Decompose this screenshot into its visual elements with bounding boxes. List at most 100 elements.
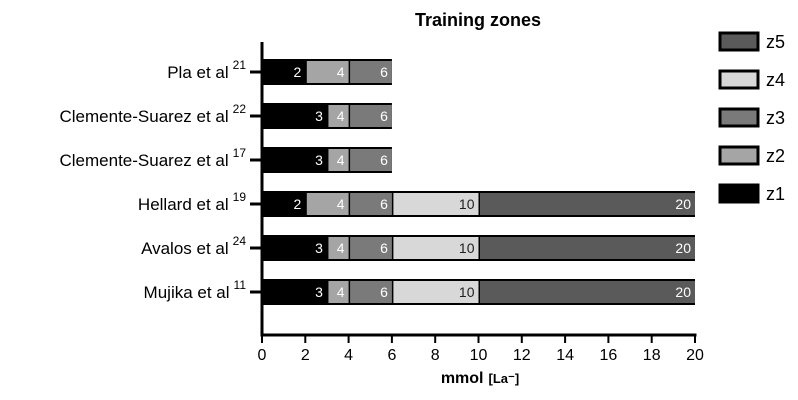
category-ref: 11 xyxy=(234,278,247,292)
x-axis-unit: [La⁻] xyxy=(488,371,519,386)
bar-value-label: 6 xyxy=(380,240,388,256)
bar-row: 3 4 6 10 20 xyxy=(262,235,695,261)
bar-segment-z3 xyxy=(350,61,392,83)
bar-segment-z1 xyxy=(262,149,327,171)
x-tick-label: 16 xyxy=(600,347,618,364)
bar-segment-z3 xyxy=(350,105,392,127)
bar-value-label: 20 xyxy=(675,196,691,212)
bar-value-label: 20 xyxy=(675,284,691,300)
bar-segment-z2 xyxy=(328,281,349,303)
bar-segment-z3 xyxy=(350,149,392,171)
bar-segment-z2 xyxy=(328,105,349,127)
bar-value-label: 3 xyxy=(315,284,323,300)
legend-swatch xyxy=(718,31,760,52)
legend-item-z4: z4 xyxy=(718,69,785,90)
bar-value-label: 2 xyxy=(294,196,302,212)
x-axis-label: mmol xyxy=(441,370,484,387)
legend-label: z4 xyxy=(766,70,785,90)
bar-value-label: 6 xyxy=(380,152,388,168)
bar-value-label: 4 xyxy=(337,196,345,212)
x-tick-label: 4 xyxy=(344,347,353,364)
category-ref: 22 xyxy=(233,102,247,116)
category-name: Clemente-Suarez et al xyxy=(60,151,229,170)
x-tick-label: 6 xyxy=(387,347,396,364)
bar-segment-z5 xyxy=(480,281,695,303)
legend-label: z3 xyxy=(766,108,785,128)
legend-swatch xyxy=(718,183,760,204)
category-ref: 24 xyxy=(233,234,247,248)
bar-segment-z3 xyxy=(350,237,392,259)
legend-item-z3: z3 xyxy=(718,107,785,128)
category-name: Pla et al xyxy=(167,63,228,82)
legend-swatch xyxy=(718,145,760,166)
bar-value-label: 2 xyxy=(294,64,302,80)
legend-swatch xyxy=(718,107,760,128)
bar-segment-z1 xyxy=(262,61,306,83)
x-tick-label: 18 xyxy=(643,347,661,364)
legend-swatch xyxy=(718,69,760,90)
x-tick-label: 12 xyxy=(513,347,531,364)
x-axis: 0 2 4 6 8 10 12 14 16 18 20 xyxy=(258,333,704,364)
category-name: Clemente-Suarez et al xyxy=(60,107,229,126)
bar-segment-z3 xyxy=(350,193,392,215)
bar-segment-z5 xyxy=(480,193,695,215)
bar-segment-z1 xyxy=(262,193,306,215)
legend-item-z5: z5 xyxy=(718,31,785,52)
bar-value-label: 4 xyxy=(337,64,345,80)
category-label: Pla et al 21 xyxy=(167,58,246,82)
x-tick-label: 0 xyxy=(258,347,267,364)
bar-segment-z4 xyxy=(393,237,479,259)
category-label: Mujika et al 11 xyxy=(144,278,247,302)
category-label: Hellard et al 19 xyxy=(138,190,246,214)
chart-title: Training zones xyxy=(415,10,541,30)
bar-segment-z3 xyxy=(350,281,392,303)
legend-label: z5 xyxy=(766,32,785,52)
legend-label: z2 xyxy=(766,146,785,166)
x-tick-label: 20 xyxy=(686,347,704,364)
legend: z5 z4 z3 z2 z1 xyxy=(718,31,785,204)
bars-layer: 2 4 63 4 63 4 62 4 6 10 203 4 6 10 203 4 6 10 20 xyxy=(262,59,695,305)
x-tick-label: 2 xyxy=(301,347,310,364)
bar-value-label: 20 xyxy=(675,240,691,256)
bar-value-label: 10 xyxy=(459,284,475,300)
bar-value-label: 4 xyxy=(337,284,345,300)
category-ref: 21 xyxy=(233,58,247,72)
bar-segment-z4 xyxy=(393,281,479,303)
bar-segment-z5 xyxy=(480,237,695,259)
bar-value-label: 4 xyxy=(337,108,345,124)
category-ref: 17 xyxy=(233,146,247,160)
bar-value-label: 10 xyxy=(459,196,475,212)
bar-value-label: 6 xyxy=(380,108,388,124)
bar-row: 3 4 6 10 20 xyxy=(262,279,695,305)
category-name: Mujika et al xyxy=(144,283,230,302)
bar-value-label: 4 xyxy=(337,152,345,168)
bar-value-label: 3 xyxy=(315,108,323,124)
bar-value-label: 6 xyxy=(380,64,388,80)
bar-value-label: 4 xyxy=(337,240,345,256)
x-tick-label: 10 xyxy=(470,347,488,364)
bar-value-label: 10 xyxy=(459,240,475,256)
bar-segment-z1 xyxy=(262,105,327,127)
bar-segment-z2 xyxy=(328,237,349,259)
x-tick-label: 14 xyxy=(556,347,574,364)
bar-segment-z2 xyxy=(328,149,349,171)
legend-item-z1: z1 xyxy=(718,183,785,204)
bar-row: 2 4 6 xyxy=(262,59,392,85)
bar-row: 2 4 6 10 20 xyxy=(262,191,695,217)
bar-segment-z1 xyxy=(262,237,327,259)
bar-segment-z4 xyxy=(393,193,479,215)
bar-value-label: 6 xyxy=(380,284,388,300)
legend-item-z2: z2 xyxy=(718,145,785,166)
category-name: Hellard et al xyxy=(138,195,229,214)
category-name: Avalos et al xyxy=(141,239,229,258)
category-axis: Pla et al 21 Clemente-Suarez et al 22 Clemen… xyxy=(60,42,264,335)
bar-segment-z1 xyxy=(262,281,327,303)
category-label: Avalos et al 24 xyxy=(141,234,246,258)
x-tick-label: 8 xyxy=(431,347,440,364)
bar-value-label: 6 xyxy=(380,196,388,212)
bar-segment-z2 xyxy=(306,61,349,83)
x-axis-title: mmol [La⁻] xyxy=(441,370,519,387)
